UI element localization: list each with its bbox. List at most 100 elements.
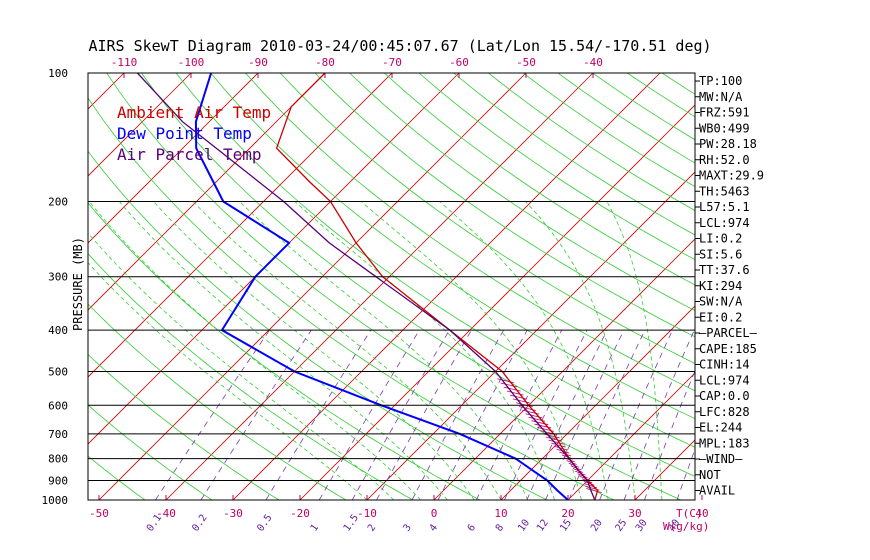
bottom-temp-tick-label: -30 bbox=[223, 507, 243, 520]
dry-adiabat-line bbox=[88, 97, 615, 500]
dry-adiabat-line bbox=[766, 73, 870, 500]
stability-index: LFC:828 bbox=[699, 405, 750, 419]
cape-hatch bbox=[513, 398, 530, 404]
mixing-ratio-tick-label: 6 bbox=[466, 522, 478, 533]
stability-index: CAP:0.0 bbox=[699, 389, 750, 403]
top-temp-tick-label: -90 bbox=[248, 56, 268, 69]
stability-index: LI:0.2 bbox=[699, 232, 742, 246]
bottom-temp-tick-label: 20 bbox=[561, 507, 574, 520]
dry-adiabat-line bbox=[210, 73, 695, 420]
dry-adiabat-line bbox=[88, 150, 548, 500]
cape-hatch bbox=[586, 488, 602, 493]
pressure-tick-label: 1000 bbox=[42, 494, 69, 507]
mixing-ratio-line bbox=[376, 329, 472, 500]
top-temp-tick-label: -50 bbox=[516, 56, 536, 69]
mixing-ratio-tick-label: 0.5 bbox=[255, 513, 274, 534]
pressure-tick-label: 800 bbox=[48, 453, 68, 466]
bottom-temp-tick-label: 10 bbox=[494, 507, 507, 520]
bottom-temp-tick-label: -10 bbox=[357, 507, 377, 520]
stability-index: SW:N/A bbox=[699, 295, 743, 309]
dry-adiabat-line bbox=[106, 73, 682, 500]
stability-index: TH:5463 bbox=[699, 184, 750, 198]
bottom-temp-tick-label: -50 bbox=[89, 507, 109, 520]
mixing-ratio-tick-label: 4 bbox=[428, 522, 440, 533]
isotherm-line bbox=[88, 73, 192, 177]
isotherm-line bbox=[433, 238, 695, 500]
mixing-ratio-line bbox=[504, 329, 588, 500]
pressure-tick-label: 100 bbox=[48, 67, 68, 80]
mixing-ratio-tick-label: 12 bbox=[535, 518, 551, 534]
stability-index: NOT bbox=[699, 468, 721, 482]
mixing-ratio-line bbox=[545, 329, 625, 500]
stability-index: MW:N/A bbox=[699, 90, 743, 104]
mixing-ratio-tick-label: 0.2 bbox=[190, 513, 209, 534]
stability-index: MPL:183 bbox=[699, 436, 750, 450]
legend-ambient-air-temp: Ambient Air Temp bbox=[117, 103, 271, 122]
dry-adiabat-line bbox=[88, 404, 213, 500]
bottom-temp-tick-label: 40 bbox=[695, 507, 708, 520]
cape-hatch bbox=[551, 442, 566, 448]
dry-adiabat-line bbox=[836, 73, 870, 500]
cape-hatch bbox=[548, 439, 564, 445]
stability-index: RH:52.0 bbox=[699, 153, 750, 167]
top-temp-tick-label: -100 bbox=[178, 56, 205, 69]
pressure-tick-label: 700 bbox=[48, 428, 68, 441]
isotherm-line bbox=[567, 372, 695, 500]
stability-index: FRZ:591 bbox=[699, 106, 750, 120]
isotherm-line bbox=[88, 73, 259, 244]
isotherm-line bbox=[500, 305, 695, 500]
isotherm-line bbox=[769, 73, 870, 500]
stability-index: MAXT:29.9 bbox=[699, 169, 764, 183]
moist-adiabat-line bbox=[88, 201, 421, 500]
mixing-ratio-tick-label: 2 bbox=[366, 522, 378, 533]
stability-index: EL:244 bbox=[699, 421, 742, 435]
dry-adiabat-line bbox=[453, 73, 695, 236]
pressure-tick-label: 600 bbox=[48, 399, 68, 412]
isotherm-line bbox=[366, 171, 695, 500]
bottom-temp-tick-label: -40 bbox=[156, 507, 176, 520]
dry-adiabat-line bbox=[488, 73, 695, 212]
cape-hatch bbox=[503, 386, 521, 392]
isotherm-line bbox=[165, 73, 594, 500]
isotherm-line bbox=[299, 104, 695, 500]
cape-hatch bbox=[553, 445, 568, 451]
pressure-tick-label: 900 bbox=[48, 474, 68, 487]
dry-adiabat-line bbox=[141, 73, 695, 477]
stability-index: PW:28.18 bbox=[699, 137, 757, 151]
bottom-temp-tick-label: 0 bbox=[431, 507, 438, 520]
isotherm-line bbox=[232, 73, 661, 500]
stability-index: –PARCEL– bbox=[699, 326, 758, 340]
stability-index: KI:294 bbox=[699, 279, 742, 293]
cape-hatch bbox=[542, 433, 560, 439]
cape-hatch bbox=[509, 394, 527, 400]
mixing-ratio-tick-label: 20 bbox=[589, 518, 605, 534]
stability-index: –WIND– bbox=[699, 452, 743, 466]
top-temp-tick-label: -110 bbox=[111, 56, 138, 69]
dry-adiabat-line bbox=[384, 73, 695, 286]
dry-adiabat-line bbox=[88, 353, 280, 500]
dew-point-temp-line bbox=[194, 73, 569, 500]
moist-adiabat-line bbox=[192, 201, 502, 500]
legend-dew-point-temp: Dew Point Temp bbox=[117, 124, 252, 143]
stability-index: TP:100 bbox=[699, 74, 742, 88]
mixing-ratio-label: W(g/kg) bbox=[663, 520, 709, 533]
mixing-ratio-tick-label: 1 bbox=[309, 522, 321, 533]
top-temp-tick-label: -40 bbox=[583, 56, 603, 69]
moist-adiabat-line bbox=[360, 201, 582, 500]
moist-adiabat-line bbox=[88, 232, 395, 500]
stability-index: EI:0.2 bbox=[699, 310, 742, 324]
pressure-tick-label: 200 bbox=[48, 196, 68, 209]
dry-adiabat-line bbox=[88, 202, 481, 500]
chart-title: AIRS SkewT Diagram 2010-03-24/00:45:07.6… bbox=[88, 37, 711, 55]
pressure-tick-label: 500 bbox=[48, 365, 68, 378]
cape-hatch bbox=[506, 390, 524, 396]
stability-index: AVAIL bbox=[699, 484, 735, 498]
legend-air-parcel-temp: Air Parcel Temp bbox=[117, 145, 262, 164]
mixing-ratio-tick-label: 3 bbox=[401, 522, 413, 533]
cape-hatch bbox=[545, 436, 562, 442]
stability-index: L57:5.1 bbox=[699, 200, 750, 214]
x-axis-label: T(C) bbox=[676, 507, 703, 520]
mixing-ratio-line bbox=[155, 329, 270, 500]
moist-adiabat-line bbox=[606, 201, 663, 500]
